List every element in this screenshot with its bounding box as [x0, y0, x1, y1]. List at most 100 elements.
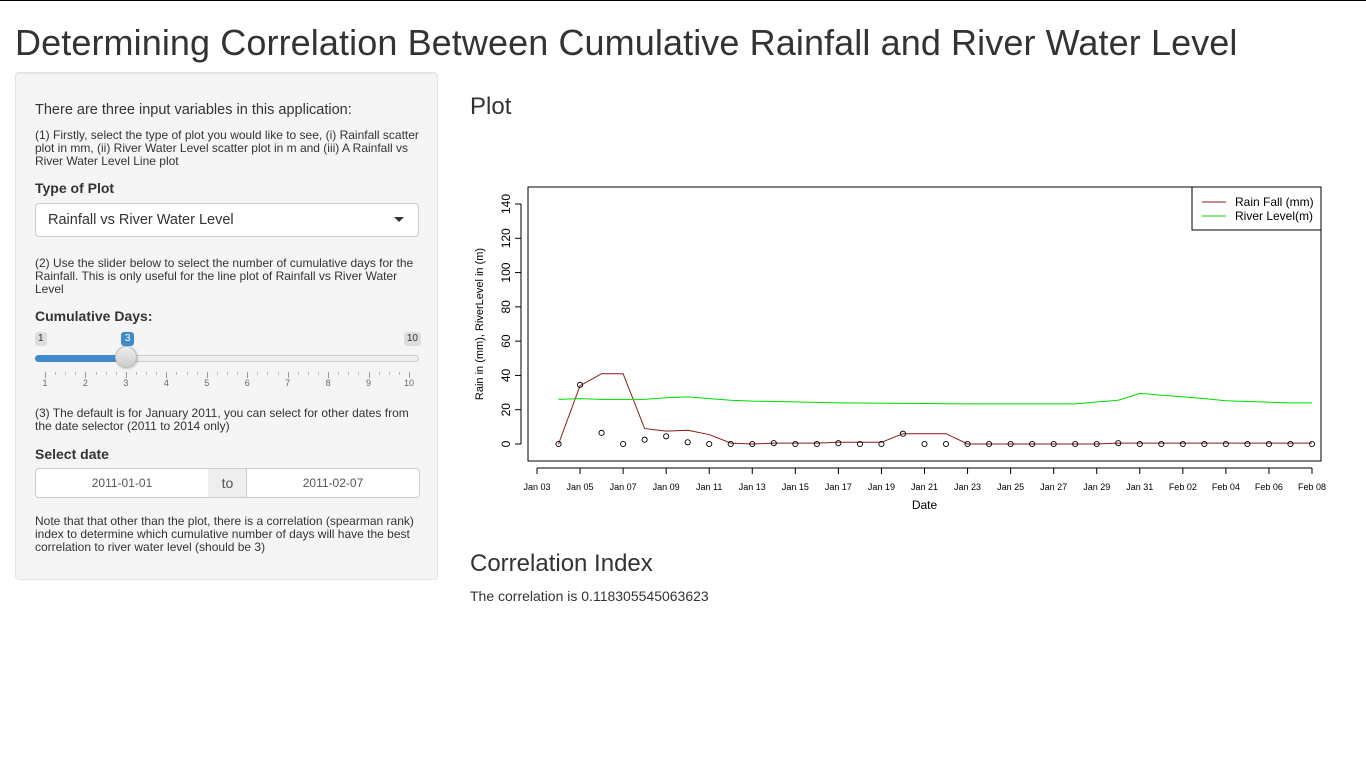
slider-minor-tick [105, 372, 107, 375]
scatter-point [1179, 440, 1186, 448]
scatter-point [663, 433, 670, 440]
slider-minor-tick [95, 372, 97, 375]
scatter-point [749, 440, 756, 448]
slider-tick-label: 9 [366, 378, 372, 388]
slider-minor-tick [186, 372, 188, 375]
slider-min-label: 1 [35, 332, 47, 346]
scatter-point [1308, 440, 1316, 448]
slider-minor-tick [348, 372, 350, 375]
slider-tick [287, 372, 289, 378]
y-tick-label: 100 [499, 262, 513, 282]
x-tick-label: Jan 11 [696, 482, 722, 492]
scatter-point [813, 440, 820, 448]
slider-max-label: 10 [403, 332, 421, 346]
scatter-point [1029, 440, 1036, 448]
slider-label: Cumulative Days: [35, 308, 153, 324]
step3-text: (3) The default is for January 2011, you… [35, 406, 409, 433]
scatter-point [1265, 440, 1272, 448]
x-tick-label: Jan 07 [610, 482, 637, 492]
scatter-point [1115, 440, 1122, 447]
slider-minor-tick [196, 372, 198, 375]
scatter-point [684, 439, 691, 446]
cumulative-days-slider[interactable]: 1 10 3 1 2 3 4 5 6 7 8 9 10 [35, 329, 421, 389]
plot-type-label: Type of Plot [35, 180, 115, 196]
scatter-point [964, 440, 971, 448]
scatter-point [899, 430, 907, 437]
legend-label: River Level(m) [1235, 209, 1313, 223]
slider-minor-tick [115, 372, 117, 375]
scatter-point [986, 440, 993, 448]
scatter-point [1007, 440, 1014, 448]
legend-box [1191, 186, 1322, 231]
slider-minor-tick [297, 372, 299, 375]
slider-minor-tick [75, 372, 77, 375]
start-date-input[interactable]: 2011-01-01 [35, 468, 209, 498]
note-text: Note that that other than the plot, ther… [35, 514, 414, 554]
end-date-input[interactable]: 2011-02-07 [246, 468, 420, 498]
slider-minor-tick [176, 372, 178, 375]
plot-heading: Plot [470, 93, 512, 120]
scatter-point [1072, 440, 1079, 448]
y-tick-label: 80 [499, 300, 513, 314]
plot-box [527, 186, 1322, 462]
scatter-point [555, 440, 562, 448]
slider-minor-tick [257, 372, 259, 375]
date-separator: to [208, 468, 247, 498]
slider-minor-tick [65, 372, 67, 375]
slider-minor-tick [267, 372, 269, 375]
scatter-point [1287, 440, 1294, 448]
slider-handle[interactable] [114, 346, 137, 368]
slider-minor-tick [146, 372, 148, 375]
plot-type-value: Rainfall vs River Water Level [48, 212, 234, 228]
x-tick-label: Jan 03 [523, 482, 550, 492]
correlation-heading: Correlation Index [470, 550, 653, 577]
slider-minor-tick [136, 372, 137, 375]
scatter-point [878, 440, 885, 448]
scatter-point [835, 440, 842, 447]
scatter-point [1244, 440, 1251, 448]
scatter-point [792, 440, 799, 448]
scatter-point [942, 440, 950, 448]
y-tick-label: 60 [499, 334, 513, 348]
plot-type-select[interactable]: Rainfall vs River Water Level [35, 203, 419, 237]
legend: Rain Fall (mm)River Level(m) [1191, 186, 1322, 231]
slider-tick [206, 372, 208, 378]
scatter-point [1093, 440, 1100, 448]
slider-minor-tick [237, 372, 239, 375]
slider-tick-label: 6 [244, 378, 250, 388]
scatter-point [706, 440, 713, 448]
scatter-point [770, 440, 777, 447]
slider-minor-tick [156, 372, 158, 375]
x-tick-label: Jan 27 [1040, 482, 1067, 492]
y-tick-label: 0 [499, 440, 513, 447]
slider-tick [247, 372, 249, 378]
x-tick-label: Jan 05 [567, 482, 594, 492]
slider-value-label: 3 [120, 332, 135, 346]
page-title: Determining Correlation Between Cumulati… [15, 22, 1238, 63]
x-tick-label: Jan 25 [997, 482, 1024, 492]
y-tick-label: 120 [499, 228, 513, 248]
x-tick-label: Jan 19 [868, 482, 895, 492]
slider-tick-label: 2 [82, 378, 88, 388]
x-tick-label: Feb 08 [1298, 482, 1326, 492]
slider-tick-label: 10 [403, 378, 415, 388]
y-axis-label: Rain in (mm), RiverLevel in (m) [474, 248, 486, 400]
x-axis: Jan 03 Jan 05 Jan 07 Jan 09 Jan 11 Jan 13 Jan … [523, 467, 1326, 492]
x-axis-label: Date [912, 498, 938, 512]
slider-minor-tick [388, 372, 390, 375]
y-tick-label: 20 [499, 403, 513, 417]
scatter-point [598, 429, 605, 436]
slider-minor-tick [398, 372, 400, 375]
x-tick-label: Jan 29 [1083, 482, 1110, 492]
x-tick-label: Jan 15 [782, 482, 809, 492]
slider-tick-label: 1 [42, 378, 48, 388]
x-tick-label: Jan 13 [739, 482, 766, 492]
slider-minor-tick [277, 372, 279, 375]
slider-minor-tick [227, 372, 228, 375]
scatter-point [577, 381, 584, 388]
x-tick-label: Feb 02 [1169, 482, 1197, 492]
slider-tick [368, 372, 370, 378]
y-tick-label: 40 [499, 368, 513, 382]
x-tick-label: Jan 23 [954, 482, 981, 492]
slider-tick [409, 372, 410, 378]
